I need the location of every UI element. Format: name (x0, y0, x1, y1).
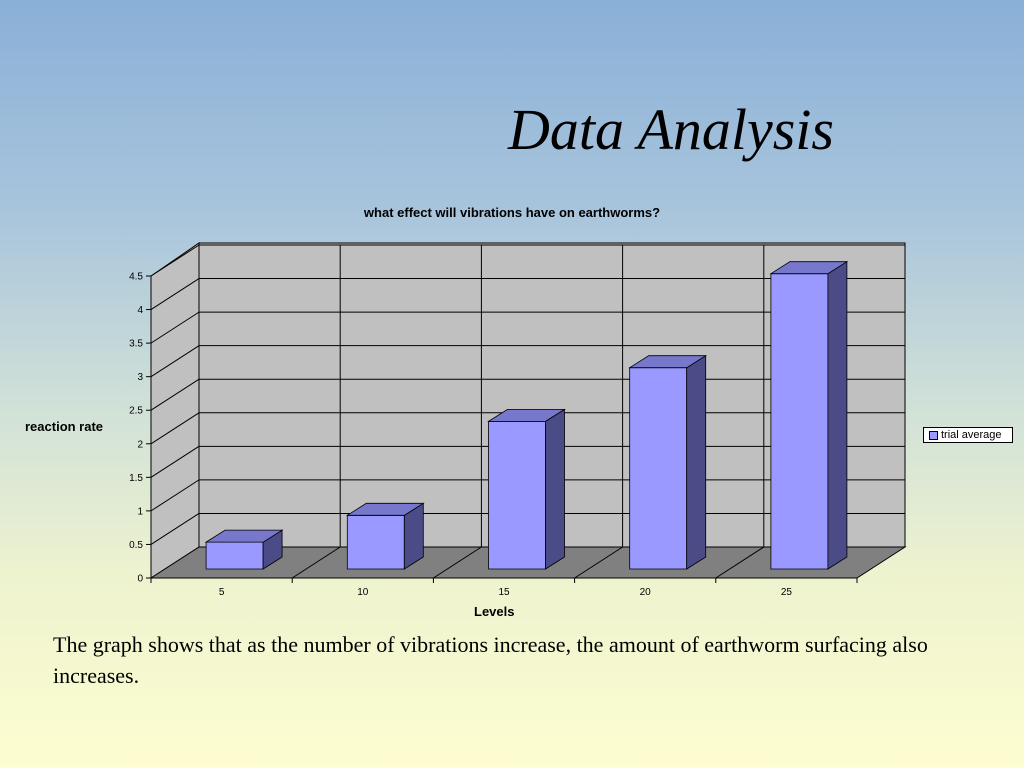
bar-side (686, 354, 707, 570)
bar-front (346, 514, 405, 570)
x-tick-label: 10 (357, 587, 369, 598)
gridline-side (150, 445, 200, 478)
chart-title: what effect will vibrations have on eart… (363, 205, 661, 220)
legend-swatch (929, 430, 938, 440)
y-axis-label: reaction rate (25, 419, 104, 434)
x-tick-label: 25 (781, 587, 793, 598)
y-tick-label: 2 (137, 439, 143, 450)
y-tick-label: 1.5 (129, 473, 143, 484)
y-tick-label: 1 (137, 506, 143, 517)
y-tick-label: 4.5 (129, 272, 143, 283)
bar-front (205, 541, 264, 570)
bar-top (628, 355, 708, 369)
y-tick-label: 0.5 (129, 540, 143, 551)
gridline-side (150, 378, 200, 411)
x-tick-label: 20 (640, 587, 652, 598)
bar-front (770, 273, 829, 570)
y-tick-label: 3.5 (129, 339, 143, 350)
bar-front (629, 367, 688, 570)
bar-top (769, 261, 849, 275)
y-tick-label: 3 (137, 372, 143, 383)
gridline-side (150, 311, 200, 344)
x-tick-label: 5 (219, 587, 225, 598)
gridline-side (150, 345, 200, 378)
bar-front (488, 420, 546, 570)
floor-divider (291, 546, 341, 579)
y-tick-label: 2.5 (129, 406, 143, 417)
bar-top (204, 529, 284, 543)
bar-top (487, 408, 566, 422)
floor-divider (433, 546, 482, 579)
gridline-side (150, 412, 200, 445)
chart-side-wall (150, 242, 200, 579)
slide-caption: The graph shows that as the number of vi… (53, 632, 928, 688)
gridline-side (150, 244, 200, 277)
y-tick-label: 4 (137, 305, 143, 316)
x-tick-label: 15 (498, 587, 510, 598)
bar-side (545, 408, 565, 570)
bar-side (827, 260, 848, 570)
y-tick-label: 0 (137, 574, 143, 585)
x-axis-label: Levels (474, 604, 515, 619)
legend-label: trial average (941, 429, 1002, 441)
gridline-side (150, 479, 200, 512)
bar-top (345, 502, 425, 516)
gridline-side (150, 278, 200, 310)
slide-title: Data Analysis (508, 97, 834, 162)
gridline-side (150, 513, 200, 545)
chart-legend: trial average (923, 427, 1013, 443)
floor-divider (574, 546, 623, 579)
floor-divider (715, 546, 765, 579)
